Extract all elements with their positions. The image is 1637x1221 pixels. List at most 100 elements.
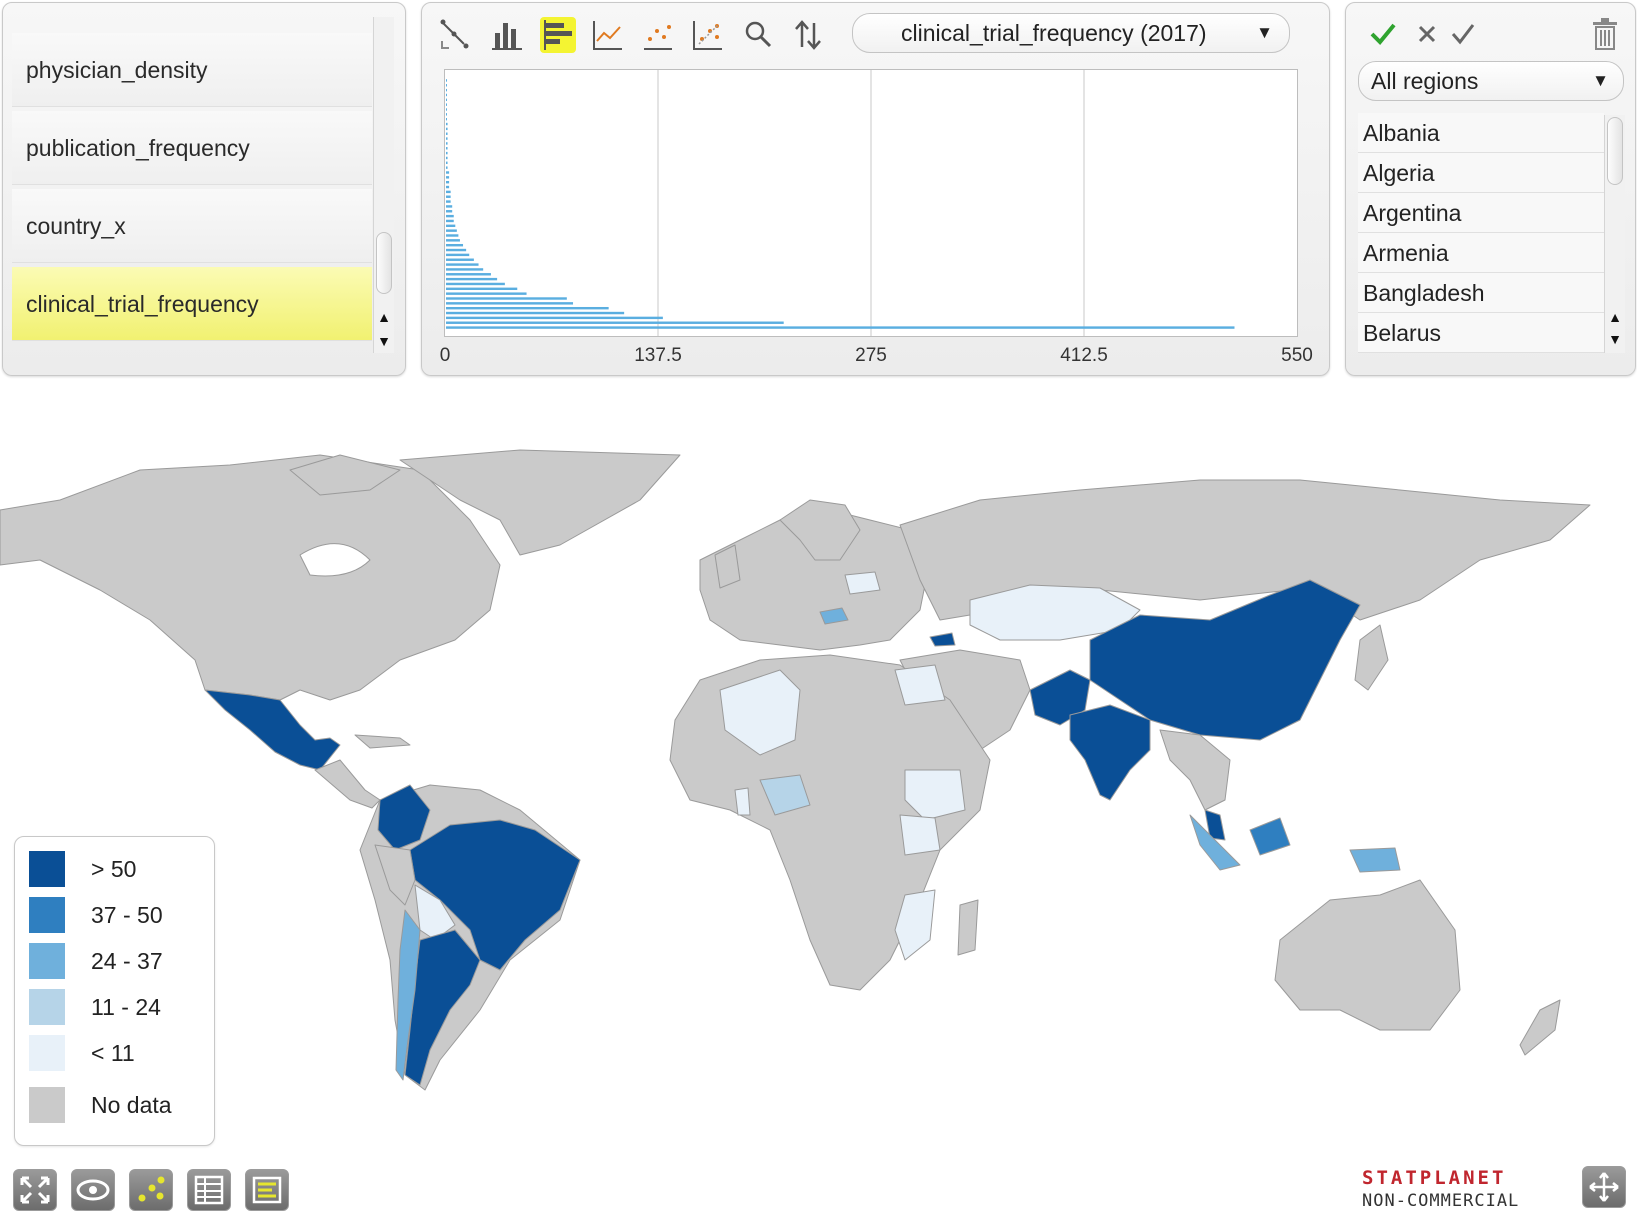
indicator-item[interactable]: physician_density: [12, 33, 372, 107]
chart-bar[interactable]: [446, 219, 454, 223]
indicator-item-selected[interactable]: clinical_trial_frequency: [12, 267, 372, 341]
country-shape[interactable]: [1159, 729, 1231, 811]
horizontal-bar-chart-icon[interactable]: [540, 17, 576, 53]
scroll-down-icon[interactable]: ▼: [1608, 331, 1622, 347]
region-scrollbar[interactable]: ▲ ▼: [1604, 115, 1625, 353]
country-shape[interactable]: [1274, 879, 1461, 1031]
chart-bar[interactable]: [446, 210, 453, 213]
scroll-up-icon[interactable]: ▲: [1608, 309, 1622, 325]
country-shape[interactable]: [1204, 809, 1226, 841]
country-shape[interactable]: [894, 664, 946, 706]
country-shape[interactable]: [1089, 579, 1361, 741]
scroll-thumb[interactable]: [1607, 117, 1623, 185]
scroll-thumb[interactable]: [376, 232, 392, 294]
country-shape[interactable]: [719, 669, 801, 756]
chart-bar[interactable]: [446, 127, 448, 131]
country-shape[interactable]: [299, 543, 371, 577]
country-shape[interactable]: [819, 607, 849, 625]
trash-icon[interactable]: [1590, 17, 1620, 51]
chart-bar[interactable]: [446, 239, 460, 242]
table-icon[interactable]: [187, 1169, 231, 1211]
chart-bar[interactable]: [446, 84, 447, 87]
country-shape[interactable]: [759, 774, 811, 816]
eye-icon[interactable]: [71, 1169, 115, 1211]
country-shape[interactable]: [0, 454, 501, 701]
chart-bar[interactable]: [446, 137, 448, 140]
chart-bar[interactable]: [446, 185, 450, 189]
chart-bar[interactable]: [446, 268, 484, 271]
scroll-down-icon[interactable]: ▼: [377, 333, 391, 349]
chart-bar[interactable]: [446, 176, 450, 179]
pan-icon[interactable]: [1582, 1166, 1626, 1208]
country-shape[interactable]: [669, 654, 991, 991]
chart-bar[interactable]: [446, 321, 784, 324]
series-select[interactable]: clinical_trial_frequency (2017) ▼: [852, 13, 1290, 53]
country-shape[interactable]: [395, 909, 421, 1081]
region-select[interactable]: All regions ▼: [1358, 61, 1624, 101]
chart-bar[interactable]: [446, 306, 609, 310]
chart-bar[interactable]: [446, 316, 663, 320]
country-shape[interactable]: [314, 759, 381, 809]
chart-bar[interactable]: [446, 108, 447, 111]
chart-bar[interactable]: [446, 277, 498, 281]
scatter-connect-icon[interactable]: [438, 17, 474, 53]
country-shape[interactable]: [1189, 814, 1241, 871]
fullscreen-icon[interactable]: [13, 1169, 57, 1211]
indicator-scrollbar[interactable]: ▲ ▼: [373, 17, 394, 353]
country-shape[interactable]: [354, 734, 411, 749]
zoom-icon[interactable]: [740, 17, 776, 53]
sort-icon[interactable]: [790, 17, 826, 53]
chart-bar[interactable]: [446, 132, 448, 135]
bar-chart-icon[interactable]: [490, 17, 526, 53]
check-icon[interactable]: [1448, 19, 1478, 49]
country-shape[interactable]: [894, 889, 936, 961]
chart-bar[interactable]: [446, 161, 448, 165]
country-shape[interactable]: [957, 899, 979, 956]
country-shape[interactable]: [289, 454, 401, 496]
chart-bar[interactable]: [446, 292, 527, 295]
chart-bar[interactable]: [446, 297, 567, 300]
country-shape[interactable]: [1029, 669, 1091, 726]
chart-bar[interactable]: [446, 205, 453, 208]
chart-bar[interactable]: [446, 103, 447, 106]
indicator-item[interactable]: publication_frequency: [12, 111, 372, 185]
indicator-item[interactable]: country_x: [12, 189, 372, 263]
bubble-plot-icon[interactable]: [690, 17, 726, 53]
chart-bar[interactable]: [446, 93, 447, 97]
chart-bar[interactable]: [446, 98, 447, 102]
chart-bar[interactable]: [446, 156, 448, 160]
chart-bar[interactable]: [446, 214, 454, 218]
country-item[interactable]: Bangladesh: [1358, 273, 1604, 313]
chart-bar[interactable]: [446, 190, 451, 194]
chart-bar[interactable]: [446, 113, 447, 116]
deselect-icon[interactable]: [1412, 19, 1442, 49]
country-item[interactable]: Belarus: [1358, 313, 1604, 353]
chart-bar[interactable]: [446, 122, 448, 126]
chart-bar[interactable]: [446, 229, 457, 232]
country-shape[interactable]: [1519, 999, 1561, 1056]
chart-bar[interactable]: [446, 79, 447, 82]
chart-bar[interactable]: [446, 273, 491, 276]
country-shape[interactable]: [929, 632, 956, 647]
chart-bar[interactable]: [446, 151, 448, 155]
chart-bar[interactable]: [446, 287, 518, 291]
country-item[interactable]: Armenia: [1358, 233, 1604, 273]
chart-bar[interactable]: [446, 147, 448, 150]
chart-bar[interactable]: [446, 253, 470, 257]
country-shape[interactable]: [1249, 817, 1291, 856]
country-item[interactable]: Albania: [1358, 113, 1604, 153]
country-shape[interactable]: [714, 544, 741, 589]
country-shape[interactable]: [1354, 624, 1389, 691]
scatter-plot-icon[interactable]: [640, 17, 676, 53]
chart-bar[interactable]: [446, 171, 450, 174]
chart-bar[interactable]: [446, 200, 451, 203]
chart-bar[interactable]: [446, 311, 625, 315]
country-shape[interactable]: [1069, 704, 1151, 801]
chart-bar[interactable]: [446, 234, 459, 237]
chart-bar[interactable]: [446, 180, 450, 184]
chart-bar[interactable]: [446, 224, 456, 228]
chart-bar[interactable]: [446, 88, 447, 92]
chart-bar[interactable]: [446, 302, 574, 305]
chart-bar[interactable]: [446, 282, 505, 286]
country-shape[interactable]: [377, 784, 431, 851]
